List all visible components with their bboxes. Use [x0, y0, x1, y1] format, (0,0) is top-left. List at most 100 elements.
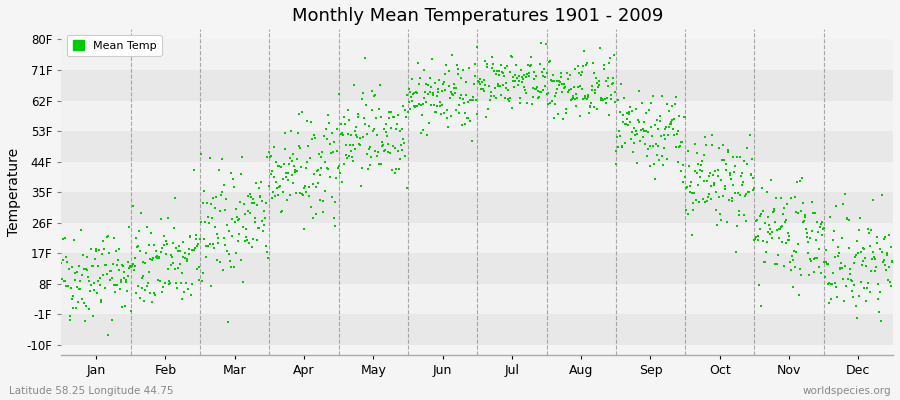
Point — [704, 196, 718, 203]
Point — [807, 210, 822, 216]
Point — [532, 89, 546, 95]
Point — [487, 93, 501, 100]
Point — [230, 213, 244, 220]
Point — [705, 132, 719, 138]
Point — [535, 69, 549, 75]
Point — [287, 163, 302, 169]
Point — [435, 102, 449, 108]
Point — [791, 240, 806, 247]
Point — [236, 224, 250, 230]
Point — [784, 195, 798, 202]
Point — [108, 289, 122, 295]
Point — [318, 188, 332, 194]
Point — [630, 131, 644, 137]
Point — [649, 152, 663, 158]
Point — [695, 168, 709, 174]
Point — [647, 176, 662, 182]
Point — [699, 178, 714, 184]
Point — [350, 134, 365, 140]
Point — [775, 223, 789, 229]
Point — [510, 82, 525, 88]
Point — [592, 81, 607, 88]
Point — [736, 212, 751, 218]
Point — [746, 187, 760, 193]
Point — [94, 251, 109, 257]
Point — [291, 130, 305, 136]
Point — [256, 208, 271, 214]
Point — [240, 193, 255, 199]
Point — [64, 285, 78, 291]
Point — [846, 260, 860, 266]
Point — [164, 262, 178, 268]
Point — [813, 224, 827, 230]
Point — [264, 170, 278, 177]
Point — [167, 266, 182, 272]
Point — [573, 83, 588, 89]
Point — [842, 245, 856, 252]
Point — [608, 161, 623, 168]
Point — [490, 68, 504, 74]
Point — [188, 232, 202, 238]
Point — [665, 103, 680, 110]
Point — [580, 94, 595, 100]
Point — [762, 230, 777, 237]
Point — [739, 191, 753, 198]
Point — [57, 278, 71, 284]
Point — [680, 184, 694, 190]
Point — [868, 264, 883, 270]
Point — [333, 131, 347, 137]
Point — [222, 228, 237, 234]
Point — [669, 144, 683, 150]
Point — [414, 130, 428, 136]
Point — [734, 182, 749, 189]
Point — [139, 250, 153, 256]
Point — [210, 230, 224, 237]
Point — [67, 305, 81, 312]
Point — [387, 113, 401, 120]
Point — [290, 168, 304, 175]
Point — [752, 213, 767, 219]
Point — [186, 246, 201, 253]
Bar — [61, 70, 893, 100]
Point — [820, 260, 834, 267]
Point — [786, 284, 800, 290]
Point — [415, 112, 429, 118]
Point — [112, 267, 126, 273]
Point — [553, 79, 567, 85]
Point — [344, 132, 358, 138]
Point — [543, 99, 557, 106]
Point — [115, 262, 130, 268]
Point — [742, 131, 757, 138]
Point — [463, 118, 477, 124]
Point — [508, 72, 522, 78]
Point — [684, 179, 698, 185]
Point — [824, 295, 838, 302]
Point — [558, 110, 572, 116]
Point — [721, 147, 735, 153]
Point — [356, 89, 370, 96]
Point — [464, 97, 479, 104]
Point — [314, 154, 328, 160]
Point — [376, 142, 391, 148]
Point — [390, 126, 404, 132]
Point — [161, 266, 176, 272]
Point — [145, 256, 159, 263]
Point — [327, 138, 341, 145]
Point — [111, 257, 125, 264]
Point — [823, 300, 837, 306]
Point — [201, 214, 215, 220]
Point — [652, 142, 666, 149]
Point — [591, 78, 606, 84]
Point — [866, 196, 880, 203]
Point — [318, 158, 332, 165]
Point — [881, 277, 896, 283]
Point — [833, 260, 848, 266]
Point — [119, 279, 133, 285]
Point — [77, 318, 92, 324]
Point — [182, 250, 196, 257]
Point — [555, 89, 570, 96]
Point — [590, 84, 605, 90]
Point — [853, 249, 868, 255]
Point — [346, 82, 361, 88]
Point — [496, 82, 510, 88]
